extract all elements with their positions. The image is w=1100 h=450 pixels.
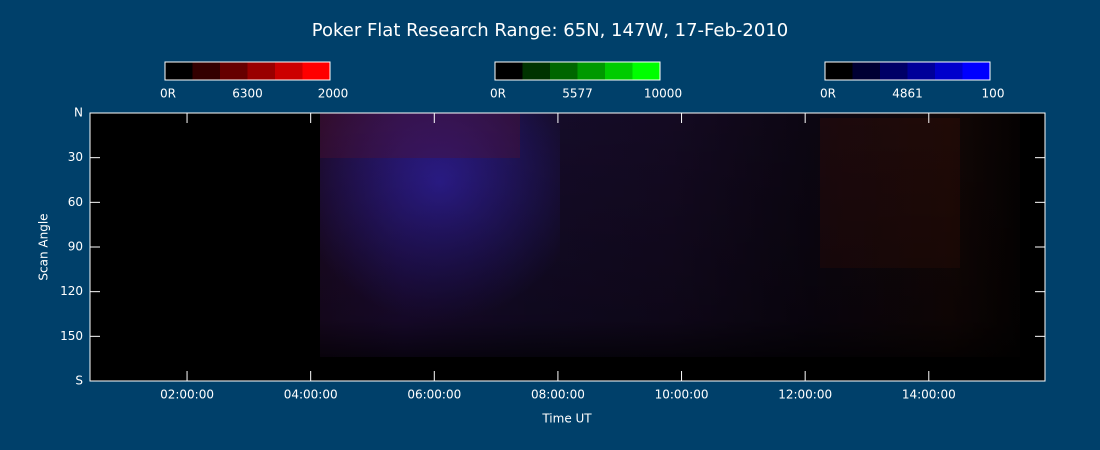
colorbar-step	[165, 62, 193, 80]
y-tick-label: S	[75, 374, 83, 388]
colorbar-step	[495, 62, 523, 80]
colorbar-wavelength: 5577	[562, 87, 593, 101]
colorbar-max: 10000	[644, 87, 682, 101]
colorbar-step	[275, 62, 303, 80]
x-tick-label: 02:00:00	[160, 388, 214, 402]
y-tick-label: 150	[60, 329, 83, 343]
x-tick-label: 06:00:00	[407, 388, 461, 402]
x-tick-label: 10:00:00	[655, 388, 709, 402]
colorbar-step	[962, 62, 990, 80]
chart-title: Poker Flat Research Range: 65N, 147W, 17…	[312, 20, 788, 41]
colorbar-min: 0R	[820, 87, 836, 101]
colorbar-max: 2000	[318, 87, 349, 101]
colorbar-step	[880, 62, 908, 80]
colorbar-step	[825, 62, 853, 80]
x-axis-label: Time UT	[541, 412, 592, 426]
colorbar-wavelength: 6300	[232, 87, 263, 101]
colorbar-min: 0R	[490, 87, 506, 101]
keogram-image	[320, 113, 1020, 357]
colorbar-step	[577, 62, 605, 80]
x-tick-label: 14:00:00	[902, 388, 956, 402]
colorbar-frame	[494, 61, 661, 81]
colorbar-step	[935, 62, 963, 80]
colorbar-step	[302, 62, 330, 80]
colorbar-step	[550, 62, 578, 80]
colorbar-frame	[824, 61, 991, 81]
y-tick-label: 30	[68, 150, 83, 164]
colorbar-step	[907, 62, 935, 80]
x-tick-label: 12:00:00	[778, 388, 832, 402]
y-tick-label: 90	[68, 240, 83, 254]
colorbar-step	[220, 62, 248, 80]
colorbar-step	[632, 62, 660, 80]
y-tick-label: N	[74, 106, 83, 120]
colorbar-min: 0R	[160, 87, 176, 101]
colorbar-step	[605, 62, 633, 80]
colorbar-step	[852, 62, 880, 80]
colorbar-step	[247, 62, 275, 80]
colorbar-step	[192, 62, 220, 80]
y-axis-label: Scan Angle	[37, 213, 51, 280]
colorbar-max: 100	[982, 87, 1005, 101]
y-tick-label: 120	[60, 284, 83, 298]
colorbar-step	[522, 62, 550, 80]
y-tick-label: 60	[68, 195, 83, 209]
colorbar-frame	[164, 61, 331, 81]
colorbar-wavelength: 4861	[892, 87, 923, 101]
x-tick-label: 08:00:00	[531, 388, 585, 402]
x-tick-label: 04:00:00	[284, 388, 338, 402]
